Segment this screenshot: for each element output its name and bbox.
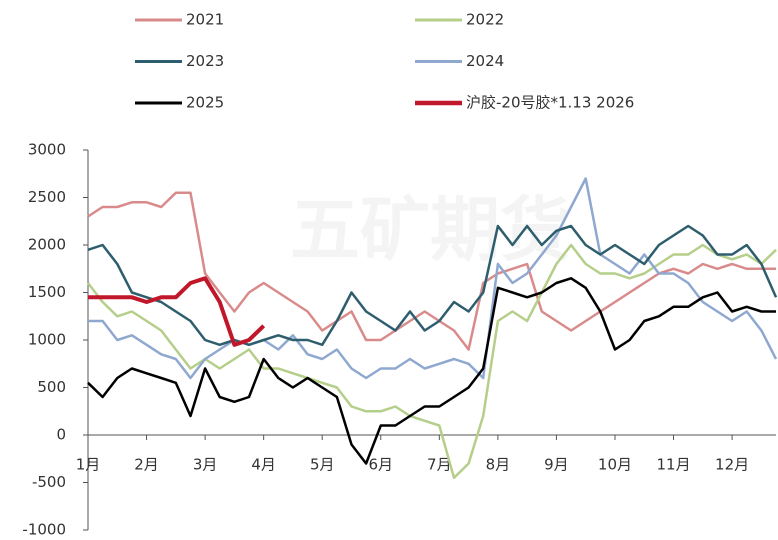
watermark: 五矿期货 — [290, 189, 570, 271]
x-tick-label: 1月 — [76, 456, 101, 474]
legend-label: 2021 — [186, 11, 224, 29]
y-tick-label: 500 — [37, 378, 66, 396]
x-tick-label: 4月 — [251, 456, 276, 474]
legend-label: 沪胶-20号胶*1.13 2026 — [466, 94, 634, 112]
y-tick-label: 0 — [56, 426, 66, 444]
series-line — [88, 276, 266, 347]
x-tick-label: 10月 — [598, 456, 632, 474]
x-tick-label: 11月 — [656, 456, 690, 474]
series-line — [87, 224, 778, 347]
x-tick-label: 9月 — [544, 456, 569, 474]
series-line — [87, 243, 777, 480]
y-tick-label: -1000 — [22, 521, 66, 539]
x-tick-label: 8月 — [486, 456, 511, 474]
y-tick-label: 2500 — [28, 188, 66, 206]
y-tick-label: 1500 — [28, 283, 66, 301]
x-tick-label: 5月 — [310, 456, 335, 474]
x-tick-label: 7月 — [427, 456, 452, 474]
legend-label: 2022 — [466, 11, 504, 29]
x-tick-label: 2月 — [134, 456, 159, 474]
legend-label: 2023 — [186, 52, 224, 70]
y-tick-label: 1000 — [28, 331, 66, 349]
y-tick-label: 2000 — [28, 236, 66, 254]
legend-label: 2024 — [466, 52, 504, 70]
series-line — [88, 177, 778, 380]
x-tick-label: 3月 — [193, 456, 218, 474]
y-tick-label: -500 — [32, 473, 66, 491]
series-line — [87, 277, 776, 465]
y-tick-label: 3000 — [28, 141, 66, 159]
x-tick-label: 6月 — [368, 456, 393, 474]
x-tick-label: 12月 — [715, 456, 749, 474]
legend-label: 2025 — [186, 94, 224, 112]
